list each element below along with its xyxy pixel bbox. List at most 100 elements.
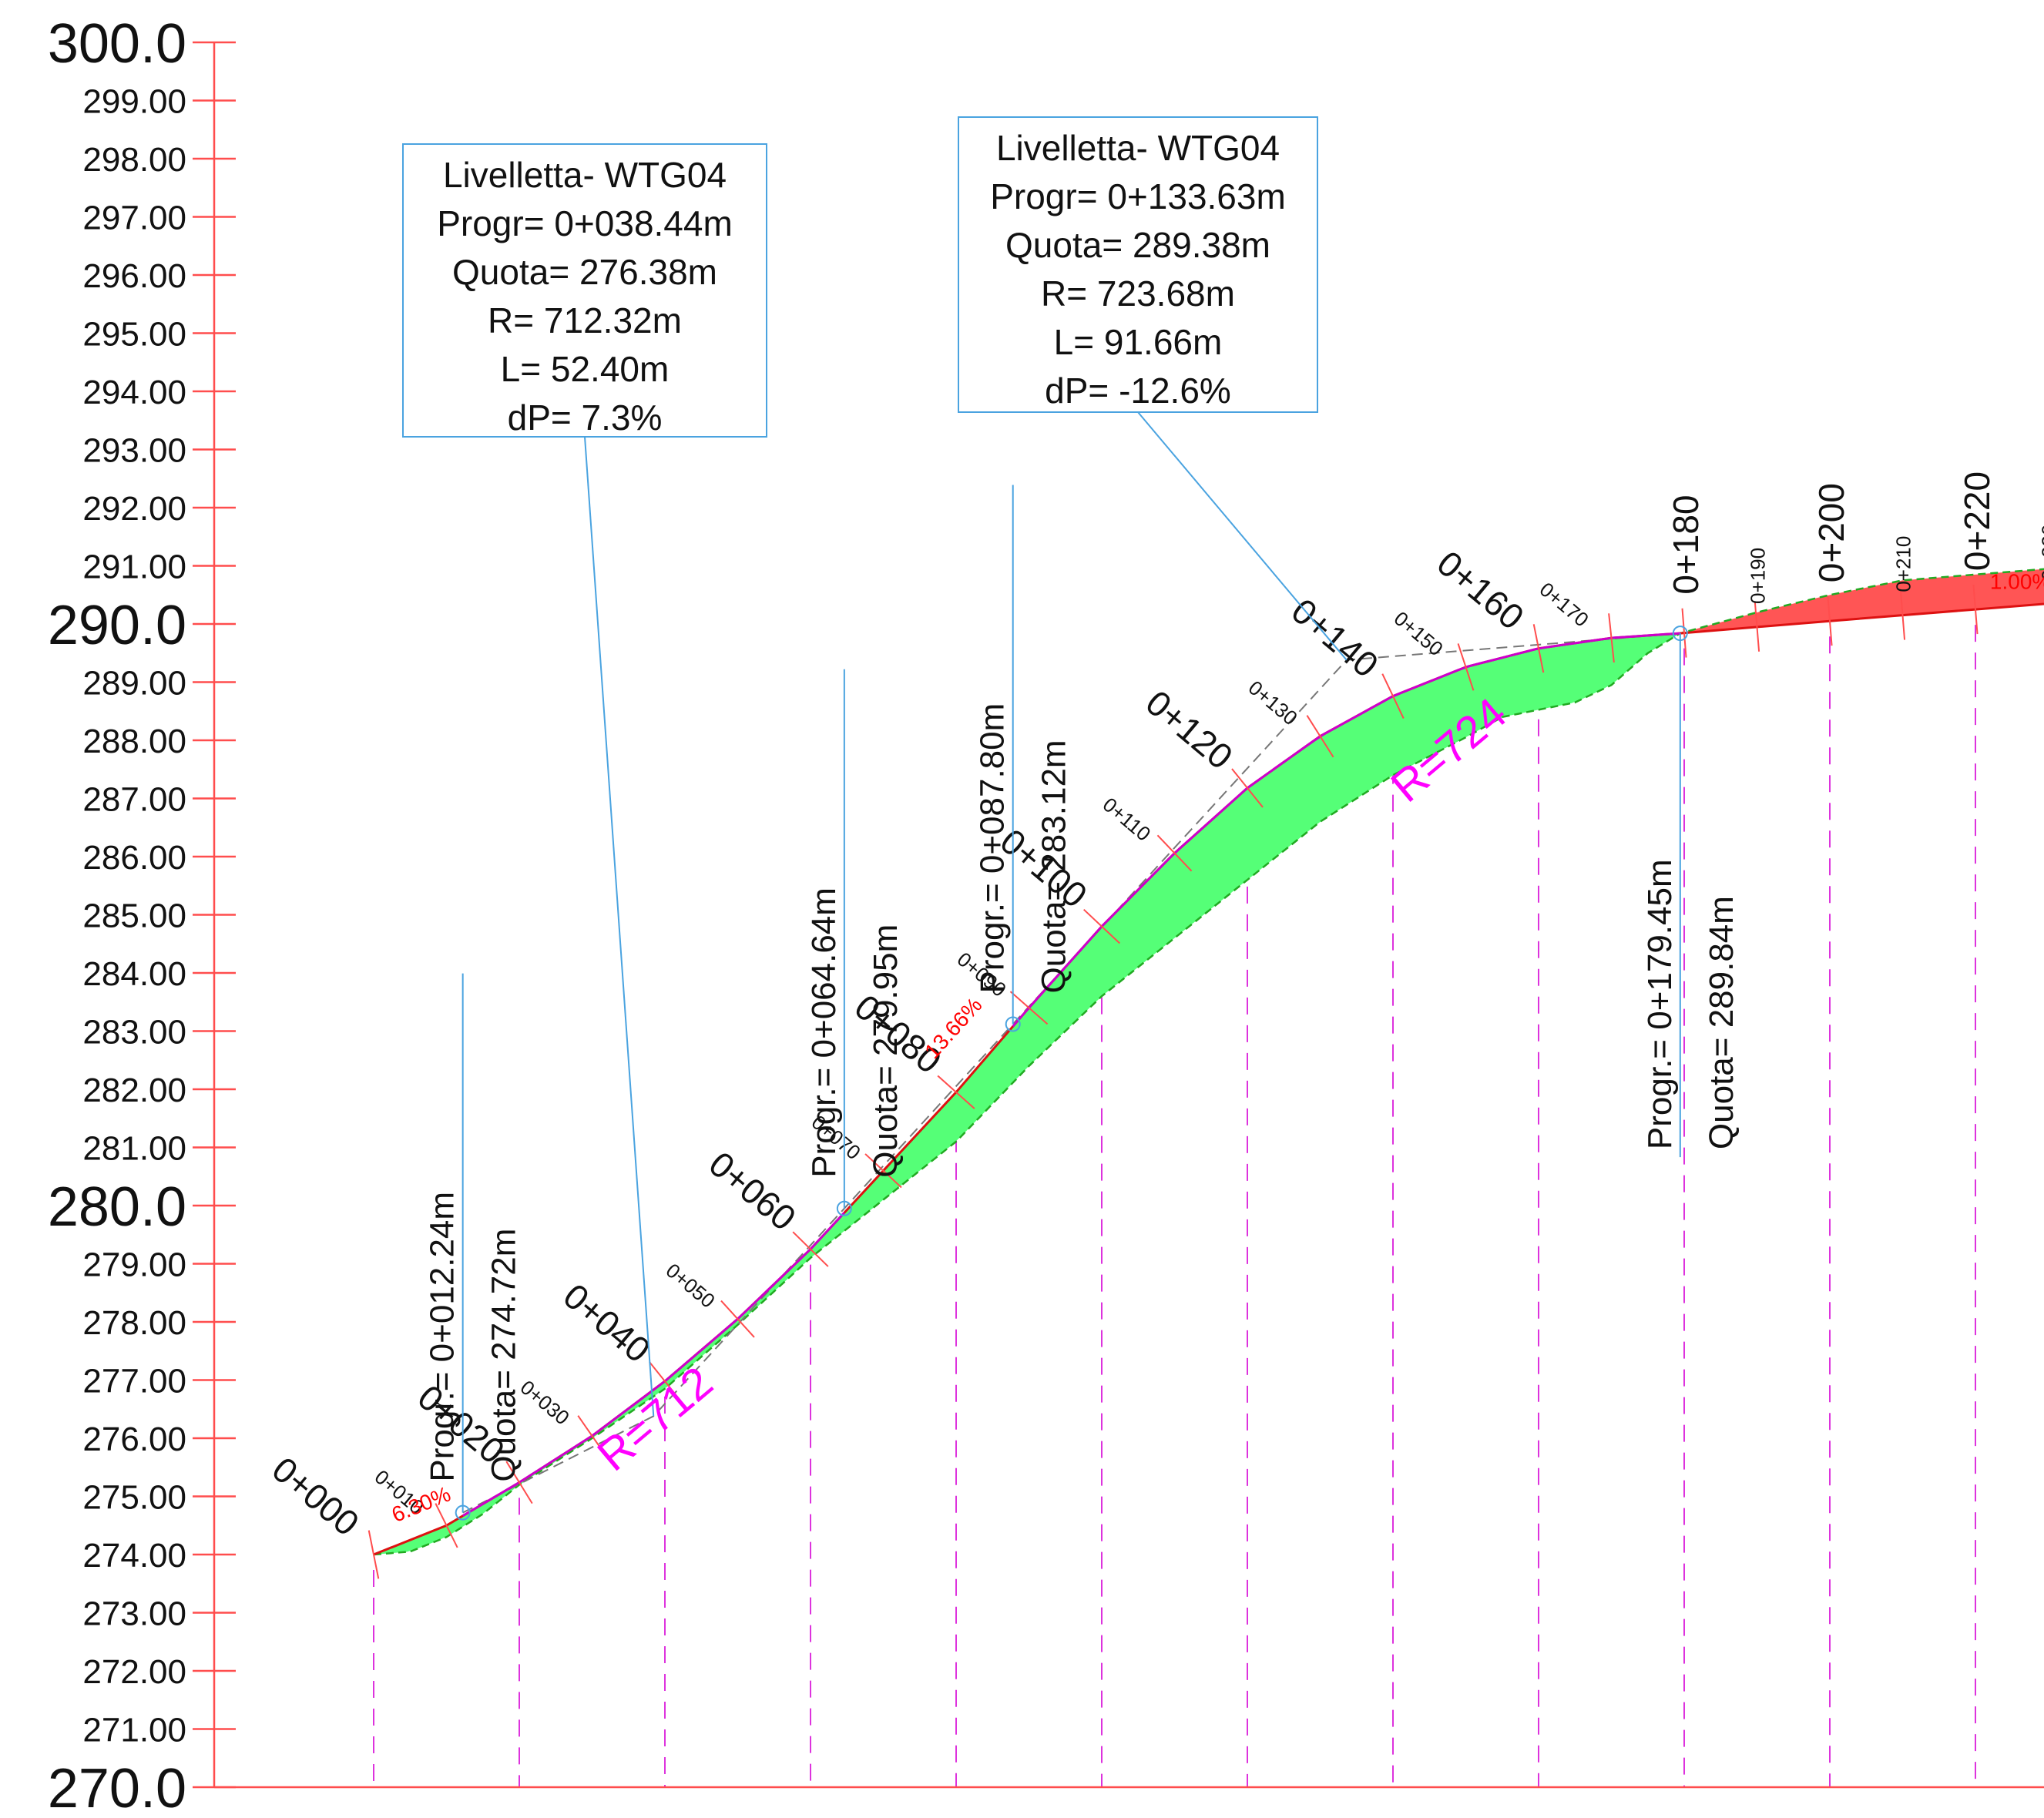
station-label-minor: 0+170 <box>1536 578 1593 632</box>
station-tick <box>1231 768 1264 808</box>
vertex-quota-label: Quota= 289.84m <box>1703 896 1740 1149</box>
cut-area <box>1680 569 2044 634</box>
station-tick <box>435 1503 458 1548</box>
y-tick-label: 285.00 <box>82 897 186 935</box>
y-tick-label: 298.00 <box>82 141 186 179</box>
curve-info-box <box>958 116 1318 413</box>
curve-info-leader <box>584 436 655 1417</box>
station-label: 0+060 <box>702 1143 804 1238</box>
station-label-minor: 0+050 <box>662 1259 720 1313</box>
radius-label: R=712 <box>588 1357 722 1481</box>
station-label-minor: 0+110 <box>1099 793 1156 846</box>
vertex-marker <box>455 1504 471 1521</box>
y-tick-label: 296.00 <box>82 257 186 295</box>
station-label: 0+180 <box>1666 495 1706 594</box>
station-tick <box>792 1231 829 1267</box>
vertical-curve-line <box>1012 632 1680 1028</box>
curve-info-line: Progr= 0+133.63m <box>990 176 1286 216</box>
curve-info-line: L= 91.66m <box>1054 322 1223 362</box>
vertex-quota-label: Quota= 274.72m <box>485 1229 523 1482</box>
curve-info-line: dP= 7.3% <box>508 397 663 438</box>
station-tick <box>1608 613 1615 663</box>
y-tick-label: 281.00 <box>82 1130 186 1168</box>
y-tick-label: 292.00 <box>82 490 186 528</box>
station-label: 0+220 <box>1957 471 1997 571</box>
station-tick <box>1972 585 1979 635</box>
station-label-minor: 0+130 <box>1244 676 1302 730</box>
vertical-curve-line <box>461 1212 845 1517</box>
y-tick-label: 294.00 <box>82 374 186 411</box>
station-tick <box>505 1461 533 1504</box>
y-tick-label: 297.00 <box>82 200 186 237</box>
y-tick-label: 271.00 <box>82 1712 186 1749</box>
station-tick <box>864 1153 902 1189</box>
ground-line <box>373 568 2044 1556</box>
y-tick-label: 282.00 <box>82 1072 186 1109</box>
station-label-minor: 0+150 <box>1390 606 1448 660</box>
station-tick <box>1083 908 1120 944</box>
station-tick <box>649 1361 681 1401</box>
curve-info-box <box>402 143 767 438</box>
station-tick <box>1681 608 1687 658</box>
curve-info-line: Livelletta- WTG04 <box>996 128 1280 168</box>
y-tick-label: 275.00 <box>82 1479 186 1517</box>
station-label: 0+120 <box>1139 683 1240 777</box>
y-tick-label: 273.00 <box>82 1595 186 1633</box>
station-tick <box>1306 715 1334 758</box>
curve-info-leader <box>1137 411 1348 661</box>
station-tick <box>1532 624 1545 673</box>
curve-info-line: Livelletta- WTG04 <box>443 155 727 195</box>
y-tick-label: 289.00 <box>82 665 186 703</box>
station-tick <box>1827 596 1833 646</box>
y-tick-label: 270.0 <box>48 1758 186 1818</box>
y-tick-label: 276.00 <box>82 1421 186 1458</box>
y-tick-label: 295.00 <box>82 316 186 354</box>
curve-info-line: Progr= 0+038.44m <box>437 203 733 243</box>
station-label-minor: 0+190 <box>1747 548 1770 604</box>
station-ticks <box>368 585 1979 1579</box>
station-label: 0+040 <box>556 1276 658 1370</box>
station-tick <box>1457 643 1475 691</box>
profile-lines <box>373 568 2044 1556</box>
y-tick-label: 278.00 <box>82 1304 186 1342</box>
station-tick <box>1754 602 1760 652</box>
station-tick <box>1009 991 1049 1025</box>
cut-fill-areas <box>374 569 2044 1555</box>
station-tick <box>1899 590 1906 640</box>
vertex-quota-label: Quota= 279.95m <box>867 924 905 1178</box>
station-tick <box>1156 834 1193 872</box>
y-tick-label: 280.0 <box>48 1176 186 1238</box>
station-tick <box>937 1075 975 1109</box>
vertex-quota-label: Quota= 283.12m <box>1035 740 1073 993</box>
vertex-progr-label: Progr.= 0+087.80m <box>974 703 1012 994</box>
station-label-minor: 0+030 <box>516 1376 574 1430</box>
y-tick-label: 293.00 <box>82 432 186 470</box>
station-tick <box>368 1530 380 1579</box>
curve-info-line: Quota= 289.38m <box>1005 225 1270 265</box>
y-tick-label: 288.00 <box>82 723 186 760</box>
y-tick-label: 283.00 <box>82 1014 186 1052</box>
station-gridlines <box>373 625 1976 1787</box>
curve-info-line: R= 723.68m <box>1041 273 1235 314</box>
y-tick-label: 287.00 <box>82 781 186 819</box>
y-tick-label: 284.00 <box>82 955 186 993</box>
vertex-progr-label: Progr.= 0+064.64m <box>805 887 843 1178</box>
grade-label: 13.66% <box>920 993 987 1063</box>
station-label-minor: 0+230 <box>2038 525 2044 581</box>
tangent-line <box>462 632 1680 1514</box>
station-tick <box>1381 673 1405 719</box>
curve-info-line: R= 712.32m <box>488 300 682 340</box>
station-label: 0+000 <box>265 1449 367 1544</box>
y-tick-label: 299.00 <box>82 83 186 121</box>
station-tick <box>577 1415 607 1457</box>
y-tick-label: 286.00 <box>82 839 186 877</box>
y-tick-label: 279.00 <box>82 1246 186 1284</box>
curve-info-line: L= 52.40m <box>501 349 670 389</box>
y-tick-label: 277.00 <box>82 1363 186 1400</box>
y-tick-label: 274.00 <box>82 1537 186 1575</box>
y-tick-label: 291.00 <box>82 548 186 586</box>
vertex-progr-label: Progr.= 0+012.24m <box>424 1192 461 1482</box>
vertex-marker <box>836 1200 852 1216</box>
station-tick <box>720 1300 755 1338</box>
